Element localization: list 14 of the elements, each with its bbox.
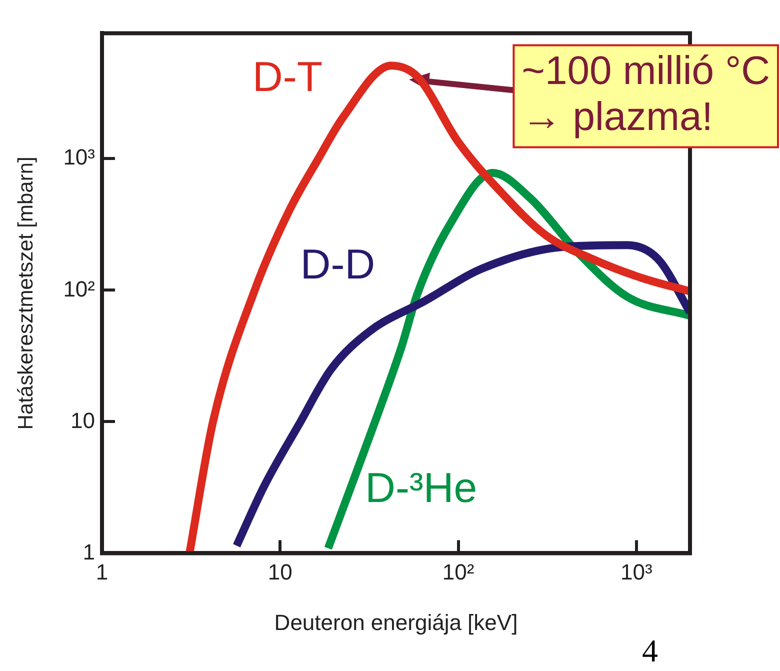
x-tick-label: 10³ bbox=[620, 559, 652, 584]
series-label: D-³He bbox=[365, 464, 478, 512]
x-axis-title: Deuteron energiája [keV] bbox=[274, 610, 518, 635]
series-label: D-D bbox=[300, 240, 376, 288]
y-tick-label: 10 bbox=[70, 408, 95, 433]
y-tick-label: 10³ bbox=[63, 144, 95, 170]
text: 4 bbox=[642, 632, 658, 668]
y-tick-label: 1 bbox=[82, 539, 95, 564]
x-tick-label: 10² bbox=[442, 559, 474, 584]
series-label: D-T bbox=[252, 53, 323, 100]
annotation: ~100 millió °C → plazma! bbox=[522, 49, 770, 140]
x-tick-label: 10 bbox=[268, 559, 292, 584]
y-tick-label: 10² bbox=[63, 276, 95, 302]
y-axis-title: Hatáskeresztmetszet [mbarn] bbox=[14, 156, 38, 430]
